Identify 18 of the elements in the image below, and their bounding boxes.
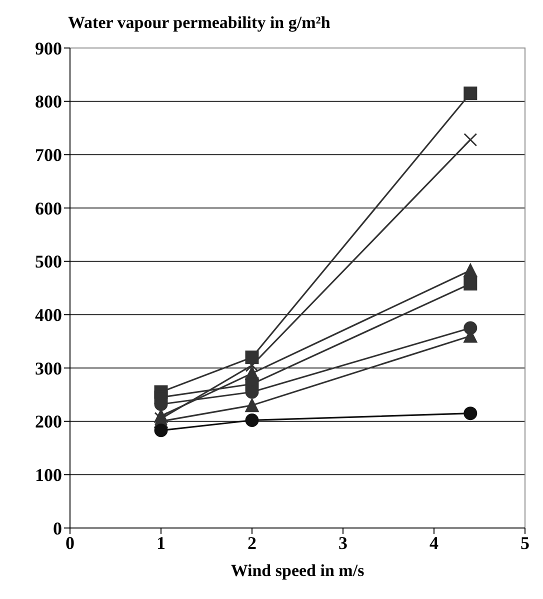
- x-tick-label: 1: [156, 532, 166, 553]
- y-tick-label: 900: [35, 38, 62, 58]
- x-tick-label: 3: [338, 532, 348, 553]
- x-tick-label: 4: [430, 532, 438, 553]
- y-tick-label: 0: [53, 518, 62, 538]
- y-tick-label: 200: [35, 412, 62, 432]
- x-tick-label: 0: [66, 532, 74, 553]
- x-tick-label: 5: [520, 532, 530, 553]
- y-tick-label: 500: [35, 252, 62, 272]
- y-tick-label: 800: [35, 92, 62, 112]
- y-tick-label: 300: [35, 358, 62, 378]
- y-tick-label: 100: [35, 465, 62, 486]
- y-tick-label: 400: [35, 305, 62, 326]
- y-tick-label: 700: [35, 145, 62, 166]
- y-tick-label: 600: [35, 198, 62, 218]
- x-tick-label: 2: [248, 532, 256, 553]
- x-axis-title: Wind speed in m/s: [230, 561, 365, 580]
- y-axis-title: Water vapour permeability in g/m²h: [68, 12, 332, 34]
